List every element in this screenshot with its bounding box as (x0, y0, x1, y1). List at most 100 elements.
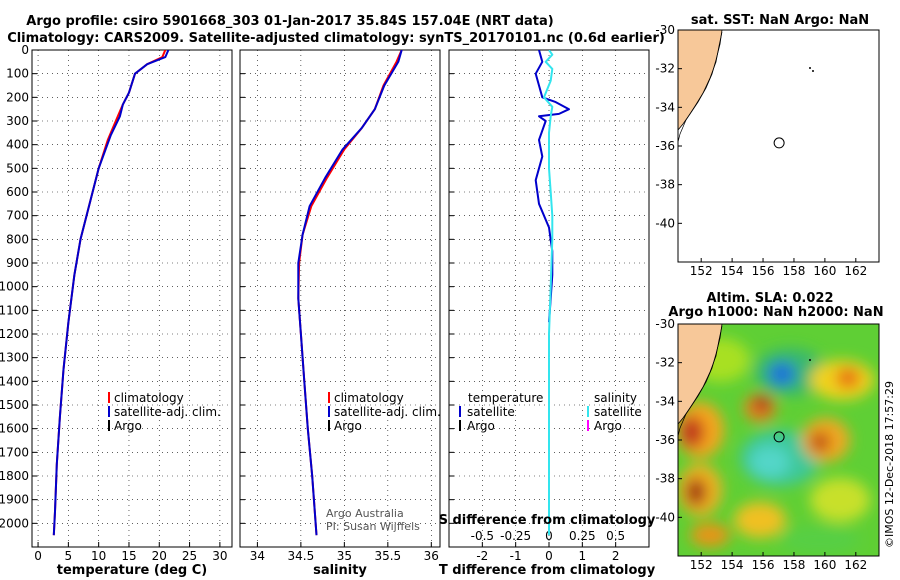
map-x-tick-label: 156 (752, 558, 775, 572)
map-x-tick-label: 158 (783, 264, 806, 278)
temperature-legend: climatology satellite-adj. clim. Argo (108, 391, 221, 433)
x-tick-label: 1 (579, 549, 587, 563)
depth-tick-label: 1500 (0, 398, 29, 412)
depth-tick-label: 1300 (0, 351, 29, 365)
x-tick-label: -2 (476, 549, 488, 563)
title-line-1: Argo profile: csiro 5901668_303 01-Jan-2… (26, 14, 553, 29)
s-tick-label: 0 (545, 529, 553, 543)
map-y-tick-label: -40 (655, 216, 675, 230)
salinity-axes-box (239, 49, 441, 548)
credit-line-1: Argo Australia (326, 507, 404, 520)
sst-map-ticks: 152 154 156 158 160 162 -30 -32 -34 -36 -38 -40 (655, 23, 867, 278)
depth-tick-label: 2000 (0, 516, 29, 530)
x-tick-label: 34 (250, 549, 265, 563)
s-difference-label: S difference from climatology (439, 513, 656, 528)
depth-tick-label: 1600 (0, 422, 29, 436)
bathymetry-contour (677, 31, 723, 143)
map-y-tick-label: -32 (655, 356, 675, 370)
depth-tick-label: 1000 (0, 280, 29, 294)
salinity-xlabel: salinity (313, 563, 367, 578)
depth-tick-label: 1100 (0, 303, 29, 317)
sst-map-title: sat. SST: NaN Argo: NaN (691, 13, 869, 28)
temperature-panel: 0100200300400500600700800900100011001200… (0, 43, 233, 578)
map-y-tick-label: -34 (655, 100, 675, 114)
legend-temperature-title: temperature (468, 391, 543, 405)
legend-salinity-title: salinity (594, 391, 637, 405)
salinity-tick-labels: 34 34.5 35 35.5 36 (250, 549, 439, 563)
x-tick-label: -1 (510, 549, 522, 563)
map-x-tick-label: 162 (844, 558, 867, 572)
x-tick-label: 0 (545, 549, 553, 563)
depth-tick-label: 0 (21, 43, 29, 57)
temperature-xlabel: temperature (deg C) (57, 563, 207, 578)
legend-s-argo-label: Argo (594, 419, 622, 433)
map-y-tick-label: -30 (655, 317, 675, 331)
depth-tick-label: 400 (6, 138, 29, 152)
difference-legend: temperature satellite Argo salinity sate… (459, 391, 642, 433)
x-tick-label: 20 (152, 549, 167, 563)
s-tick-label: 0.5 (606, 529, 625, 543)
island-mark (809, 359, 811, 361)
argo-float-circle (773, 137, 785, 149)
legend-t-argo-label: Argo (467, 419, 495, 433)
depth-tick-label: 500 (6, 161, 29, 175)
s-tick-label: 0.25 (569, 529, 596, 543)
x-tick-label: 35.5 (374, 549, 401, 563)
x-tick-label: 0 (34, 549, 42, 563)
map-y-tick-label: -32 (655, 62, 675, 76)
series-line-satellite-adj-clim- (52, 50, 170, 536)
depth-tick-label: 700 (6, 209, 29, 223)
sla-map-title-2: Argo h1000: NaN h2000: NaN (668, 305, 883, 320)
imos-watermark: ©IMOS 12-Dec-2018 17:57:29 (883, 381, 896, 548)
salinity-legend: climatology satellite-adj. clim. Argo (328, 391, 441, 433)
legend-satellite-label: satellite-adj. clim. (334, 405, 441, 419)
depth-tick-label: 1800 (0, 469, 29, 483)
x-tick-label: 10 (91, 549, 106, 563)
depth-tick-label: 800 (6, 232, 29, 246)
legend-argo-label: Argo (114, 419, 142, 433)
t-difference-xlabel: T difference from climatology (439, 563, 656, 578)
x-tick-label: 5 (65, 549, 73, 563)
difference-tick-labels: -2 -1 0 1 2 -0.5 -0.25 0 0.25 0.5 (471, 529, 626, 563)
sla-map-frame (677, 323, 880, 557)
map-x-tick-label: 152 (690, 264, 713, 278)
salinity-grid (240, 49, 440, 547)
sla-map-title-1: Altim. SLA: 0.022 (707, 291, 834, 306)
depth-tick-label: 600 (6, 185, 29, 199)
sst-map-frame (677, 29, 880, 263)
map-y-tick-label: -38 (655, 178, 675, 192)
depth-tick-labels: 0 100 200 300 400 500 600 700 800 900 1000 1100 1200… (0, 43, 29, 530)
depth-tick-label: 200 (6, 90, 29, 104)
x-tick-label: 35 (337, 549, 352, 563)
temperature-tick-labels: 0 5 10 15 20 25 30 (34, 549, 227, 563)
depth-tick-label: 300 (6, 114, 29, 128)
s-tick-label: -0.25 (500, 529, 531, 543)
depth-tick-label: 1900 (0, 493, 29, 507)
map-x-tick-label: 156 (752, 264, 775, 278)
depth-tick-label: 1400 (0, 374, 29, 388)
x-tick-label: 34.5 (288, 549, 315, 563)
legend-climatology-label: climatology (334, 391, 404, 405)
map-y-tick-label: -36 (655, 139, 675, 153)
map-x-tick-label: 154 (721, 264, 744, 278)
x-tick-label: 15 (121, 549, 136, 563)
sla-map-ticks: 152 154 156 158 160 162 -30 -32 -34 -36 -38 -40 (655, 317, 867, 572)
legend-climatology-label: climatology (114, 391, 184, 405)
argo-float-circle (773, 431, 785, 443)
x-tick-label: 2 (612, 549, 620, 563)
map-y-tick-label: -40 (655, 510, 675, 524)
legend-satellite-label: satellite-adj. clim. (114, 405, 221, 419)
x-tick-label: 30 (212, 549, 227, 563)
depth-tick-label: 1700 (0, 445, 29, 459)
title-line-2: Climatology: CARS2009. Satellite-adjuste… (7, 31, 665, 46)
map-x-tick-label: 162 (844, 264, 867, 278)
map-y-tick-label: -36 (655, 433, 675, 447)
map-y-tick-label: -30 (655, 23, 675, 37)
temperature-grid (32, 49, 232, 547)
map-x-tick-label: 154 (721, 558, 744, 572)
temperature-axes-box (31, 49, 233, 548)
x-tick-label: 25 (182, 549, 197, 563)
depth-tick-label: 1200 (0, 327, 29, 341)
map-x-tick-label: 158 (783, 558, 806, 572)
